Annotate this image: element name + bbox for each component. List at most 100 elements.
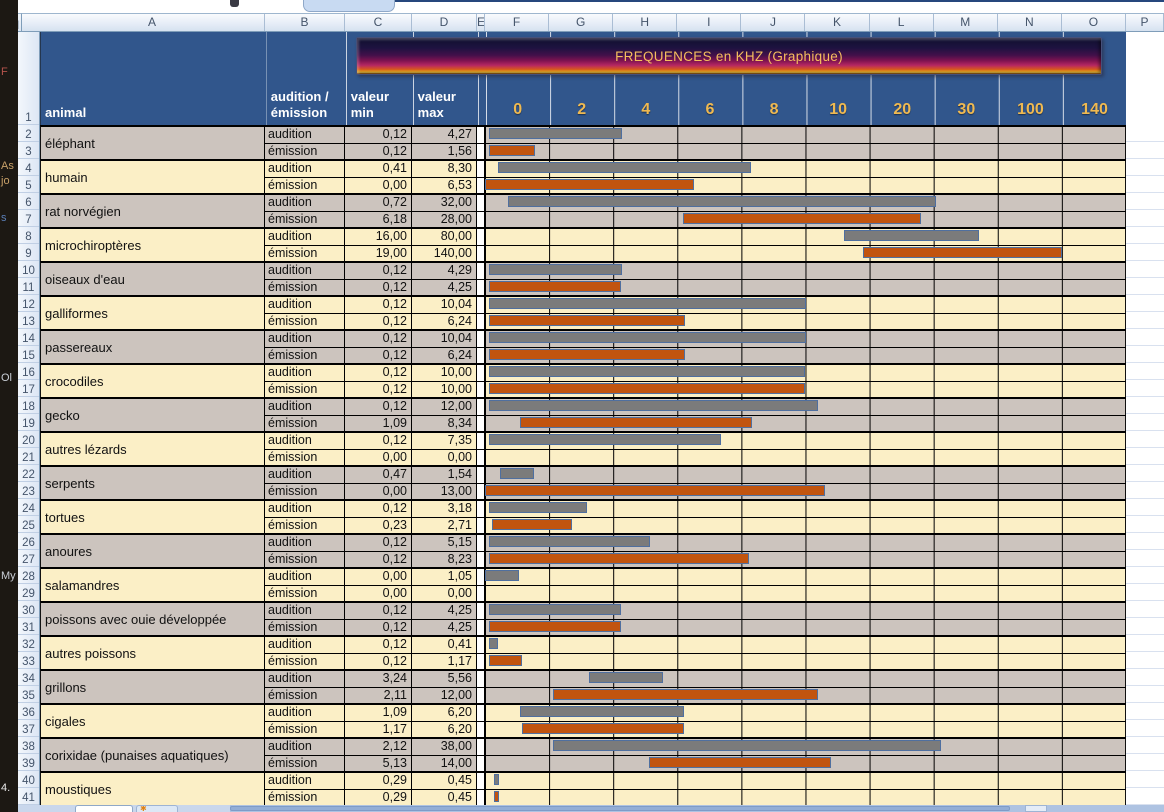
mode-cell[interactable]: émission [265,416,345,431]
valeur-min-cell[interactable]: 0,12 [345,603,412,619]
valeur-min-cell[interactable]: 2,12 [345,739,412,755]
animal-name-cell[interactable]: microchiroptères [41,229,265,261]
active-sheet-tab[interactable] [75,805,133,812]
row-number-16[interactable]: 16 [18,363,39,380]
valeur-min-cell[interactable]: 0,72 [345,195,412,211]
valeur-max-cell[interactable]: 32,00 [412,195,477,211]
mode-cell[interactable]: émission [265,756,345,771]
mode-cell[interactable]: audition [265,739,345,755]
row-number-27[interactable]: 27 [18,550,39,567]
animal-name-cell[interactable]: salamandres [41,569,265,601]
column-header-O[interactable]: O [1062,14,1126,31]
valeur-min-cell[interactable]: 0,00 [345,484,412,499]
valeur-max-cell[interactable]: 10,04 [412,331,477,347]
valeur-max-cell[interactable]: 10,04 [412,297,477,313]
animal-name-cell[interactable]: rat norvégien [41,195,265,227]
valeur-max-cell[interactable]: 28,00 [412,212,477,227]
valeur-max-cell[interactable]: 6,24 [412,314,477,329]
frequency-chart-cell[interactable] [485,450,1126,465]
frequency-chart-cell[interactable] [485,348,1126,363]
mode-cell[interactable]: audition [265,365,345,381]
column-header-G[interactable]: G [549,14,614,31]
valeur-min-cell[interactable]: 0,41 [345,161,412,177]
animal-name-cell[interactable]: gecko [41,399,265,431]
mode-cell[interactable]: audition [265,501,345,517]
mode-cell[interactable]: émission [265,484,345,499]
valeur-max-cell[interactable]: 0,00 [412,586,477,601]
valeur-min-cell[interactable]: 0,12 [345,535,412,551]
frequency-chart-cell[interactable] [485,263,1126,279]
frequency-chart-cell[interactable] [485,552,1126,567]
frequency-chart-cell[interactable] [485,773,1126,789]
row-number-33[interactable]: 33 [18,652,39,669]
valeur-max-cell[interactable]: 6,53 [412,178,477,193]
column-header-H[interactable]: H [613,14,678,31]
valeur-min-cell[interactable]: 1,09 [345,705,412,721]
row-number-37[interactable]: 37 [18,720,39,737]
valeur-min-cell[interactable]: 0,12 [345,348,412,363]
scrollbar-button[interactable] [1025,805,1047,812]
row-number-17[interactable]: 17 [18,380,39,397]
column-header-L[interactable]: L [870,14,934,31]
row-number-21[interactable]: 21 [18,448,39,465]
mode-cell[interactable]: audition [265,399,345,415]
column-header-C[interactable]: C [345,14,412,31]
valeur-max-cell[interactable]: 1,05 [412,569,477,585]
mode-cell[interactable]: émission [265,348,345,363]
empty-cells-right[interactable] [1126,125,1164,805]
valeur-max-cell[interactable]: 13,00 [412,484,477,499]
row-number-34[interactable]: 34 [18,669,39,686]
column-header-E[interactable]: E [477,14,485,31]
valeur-max-cell[interactable]: 8,23 [412,552,477,567]
frequency-chart-cell[interactable] [485,195,1126,211]
valeur-min-cell[interactable]: 0,12 [345,501,412,517]
animal-name-cell[interactable]: cigales [41,705,265,737]
frequency-chart-cell[interactable] [485,144,1126,159]
mode-cell[interactable]: émission [265,212,345,227]
valeur-min-cell[interactable]: 0,12 [345,620,412,635]
frequency-chart-cell[interactable] [485,331,1126,347]
row-number-20[interactable]: 20 [18,431,39,448]
animal-name-cell[interactable]: poissons avec ouie développée [41,603,265,635]
mode-cell[interactable]: audition [265,705,345,721]
frequency-chart-cell[interactable] [485,212,1126,227]
valeur-max-cell[interactable]: 14,00 [412,756,477,771]
valeur-min-cell[interactable]: 0,12 [345,297,412,313]
row-number-41[interactable]: 41 [18,788,39,805]
column-header-I[interactable]: I [677,14,742,31]
valeur-max-cell[interactable]: 4,25 [412,280,477,295]
valeur-max-cell[interactable]: 140,00 [412,246,477,261]
frequency-chart-cell[interactable] [485,467,1126,483]
mode-cell[interactable]: audition [265,569,345,585]
frequency-chart-cell[interactable] [485,586,1126,601]
row-number-29[interactable]: 29 [18,584,39,601]
horizontal-scrollbar-track[interactable] [230,805,1164,812]
row-number-18[interactable]: 18 [18,397,39,414]
valeur-max-cell[interactable]: 1,56 [412,144,477,159]
insert-worksheet-tab[interactable]: ✱ [136,805,178,812]
frequency-chart-cell[interactable] [485,229,1126,245]
valeur-min-cell[interactable]: 1,09 [345,416,412,431]
valeur-min-cell[interactable]: 0,00 [345,450,412,465]
row-number-22[interactable]: 22 [18,465,39,482]
mode-cell[interactable]: émission [265,450,345,465]
valeur-max-cell[interactable]: 0,41 [412,637,477,653]
mode-cell[interactable]: émission [265,586,345,601]
row-number-10[interactable]: 10 [18,261,39,278]
row-number-28[interactable]: 28 [18,567,39,584]
row-number-9[interactable]: 9 [18,244,39,261]
valeur-min-cell[interactable]: 0,23 [345,518,412,533]
valeur-min-cell[interactable]: 0,47 [345,467,412,483]
animal-name-cell[interactable]: anoures [41,535,265,567]
animal-name-cell[interactable]: éléphant [41,127,265,159]
valeur-min-cell[interactable]: 0,29 [345,773,412,789]
row-number-15[interactable]: 15 [18,346,39,363]
frequency-chart-cell[interactable] [485,620,1126,635]
frequency-chart-cell[interactable] [485,127,1126,143]
animal-name-cell[interactable]: passereaux [41,331,265,363]
valeur-min-cell[interactable]: 0,12 [345,331,412,347]
valeur-min-cell[interactable]: 0,29 [345,790,412,805]
column-header-B[interactable]: B [265,14,345,31]
row-number-2[interactable]: 2 [18,125,39,142]
valeur-max-cell[interactable]: 4,25 [412,620,477,635]
